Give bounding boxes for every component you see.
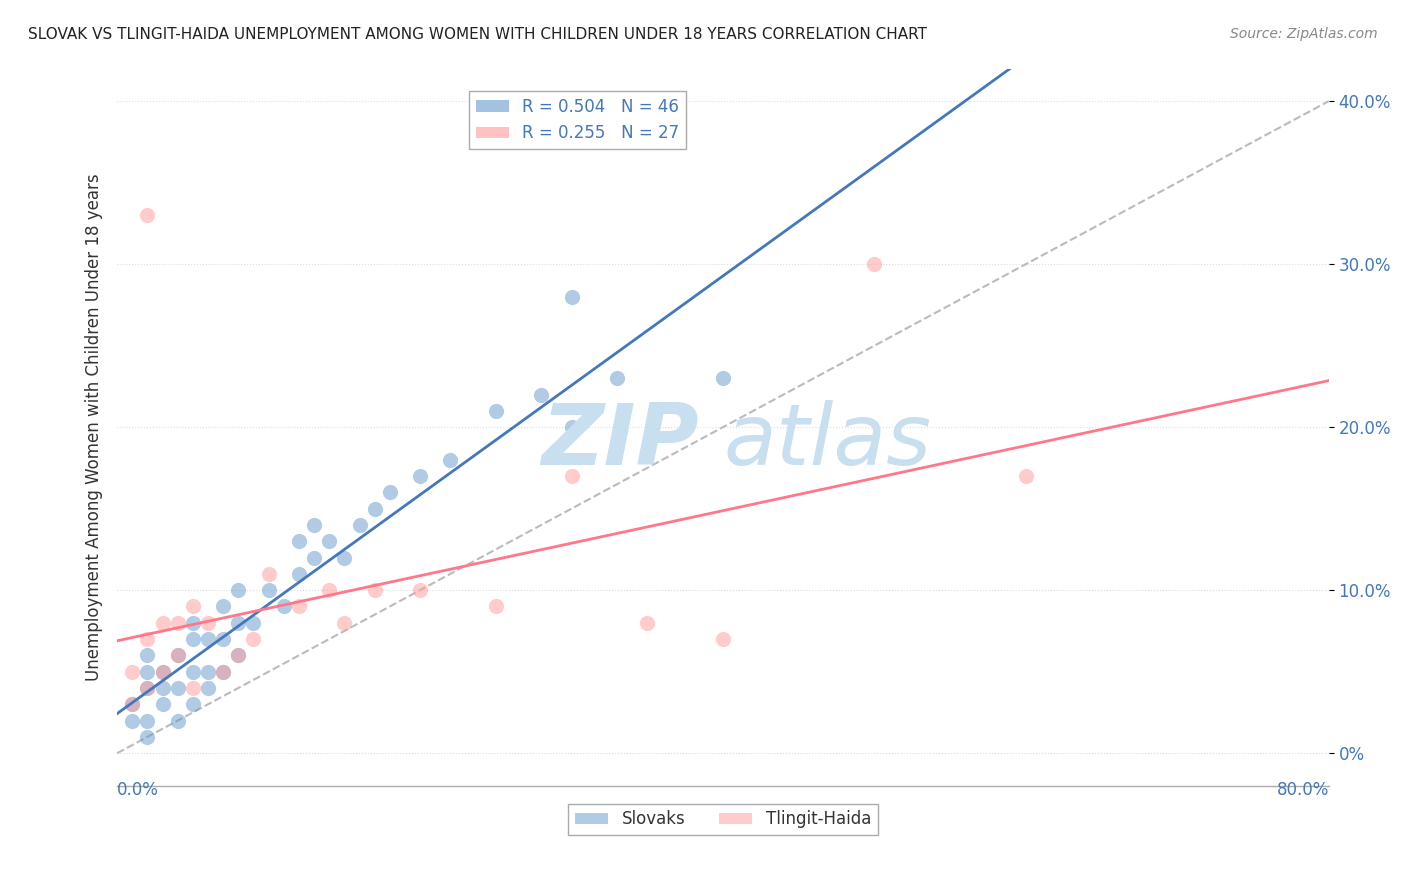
Point — [318, 583, 340, 598]
Point — [378, 485, 401, 500]
Y-axis label: Unemployment Among Women with Children Under 18 years: Unemployment Among Women with Children U… — [86, 173, 103, 681]
Point — [560, 469, 582, 483]
Point — [197, 632, 219, 646]
Point — [1015, 469, 1038, 483]
Point — [439, 452, 461, 467]
Point — [606, 371, 628, 385]
Point — [136, 730, 159, 744]
Point — [363, 501, 385, 516]
Point — [136, 714, 159, 728]
Point — [228, 648, 250, 663]
Point — [121, 714, 143, 728]
Text: atlas: atlas — [723, 400, 931, 483]
Point — [121, 698, 143, 712]
Point — [288, 599, 311, 614]
Point — [181, 698, 204, 712]
Point — [152, 681, 174, 695]
Point — [711, 632, 734, 646]
Point — [166, 681, 188, 695]
Point — [349, 518, 371, 533]
Point — [136, 632, 159, 646]
Point — [560, 290, 582, 304]
Point — [121, 698, 143, 712]
Point — [363, 583, 385, 598]
Point — [212, 665, 235, 679]
Point — [242, 615, 264, 630]
Point — [152, 665, 174, 679]
Point — [197, 665, 219, 679]
Point — [228, 583, 250, 598]
Point — [485, 599, 508, 614]
Point — [181, 681, 204, 695]
Text: 80.0%: 80.0% — [1277, 781, 1329, 799]
Text: SLOVAK VS TLINGIT-HAIDA UNEMPLOYMENT AMONG WOMEN WITH CHILDREN UNDER 18 YEARS CO: SLOVAK VS TLINGIT-HAIDA UNEMPLOYMENT AMO… — [28, 27, 927, 42]
Point — [136, 648, 159, 663]
Point — [333, 550, 356, 565]
Point — [181, 665, 204, 679]
Point — [530, 387, 553, 401]
Point — [136, 681, 159, 695]
Point — [166, 648, 188, 663]
Point — [197, 681, 219, 695]
Text: ZIP: ZIP — [541, 400, 699, 483]
Point — [242, 632, 264, 646]
Point — [302, 518, 325, 533]
Point — [636, 615, 658, 630]
Point — [863, 257, 886, 271]
Point — [711, 371, 734, 385]
Point — [409, 469, 432, 483]
Point — [212, 599, 235, 614]
Point — [121, 665, 143, 679]
Point — [485, 404, 508, 418]
Point — [257, 566, 280, 581]
Point — [152, 698, 174, 712]
Point — [228, 615, 250, 630]
Point — [212, 665, 235, 679]
Point — [333, 615, 356, 630]
Point — [318, 534, 340, 549]
Point — [152, 615, 174, 630]
Point — [181, 599, 204, 614]
Point — [257, 583, 280, 598]
Point — [197, 615, 219, 630]
Point — [228, 648, 250, 663]
Text: Source: ZipAtlas.com: Source: ZipAtlas.com — [1230, 27, 1378, 41]
Point — [136, 208, 159, 222]
Legend: Slovaks, Tlingit-Haida: Slovaks, Tlingit-Haida — [568, 804, 877, 835]
Point — [152, 665, 174, 679]
Point — [136, 681, 159, 695]
Point — [136, 665, 159, 679]
Point — [166, 615, 188, 630]
Text: 0.0%: 0.0% — [117, 781, 159, 799]
Point — [166, 714, 188, 728]
Point — [181, 615, 204, 630]
Point — [409, 583, 432, 598]
Point — [181, 632, 204, 646]
Point — [560, 420, 582, 434]
Point — [288, 566, 311, 581]
Point — [288, 534, 311, 549]
Point — [273, 599, 295, 614]
Point — [212, 632, 235, 646]
Point — [166, 648, 188, 663]
Point — [302, 550, 325, 565]
